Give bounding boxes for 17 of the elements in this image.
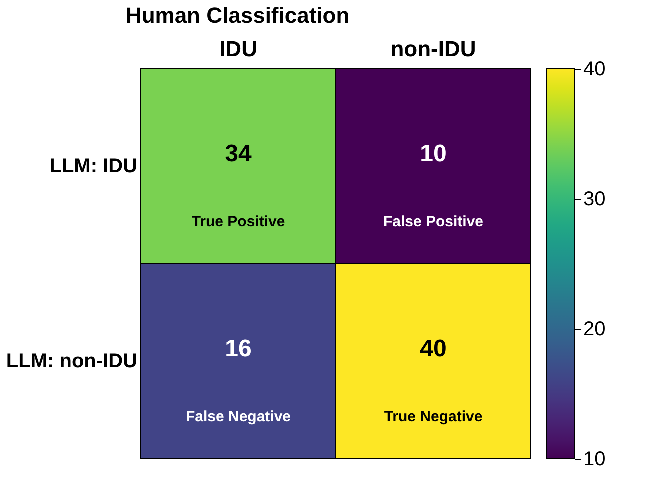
annotation: False Negative bbox=[186, 408, 292, 426]
annotation: True Positive bbox=[192, 214, 286, 230]
annotation: False Positive bbox=[383, 214, 484, 230]
color-bar-label: 40 bbox=[584, 58, 606, 80]
data-label: 34 bbox=[225, 140, 252, 168]
annotation: True Negative bbox=[384, 408, 483, 426]
data-label: 16 bbox=[225, 336, 252, 362]
y-tick-label: LLM: IDU bbox=[50, 156, 138, 178]
data-label: 40 bbox=[420, 336, 447, 362]
color-bar-label: 10 bbox=[584, 448, 606, 470]
color-bar-label: 20 bbox=[584, 318, 606, 340]
x-tick-label: non-IDU bbox=[390, 36, 476, 62]
y-tick-label: LLM: non-IDU bbox=[6, 350, 138, 372]
data-label: 10 bbox=[420, 140, 447, 168]
chart-title: Human Classification bbox=[126, 3, 350, 28]
x-tick-label: IDU bbox=[220, 36, 258, 62]
color-bar-label: 30 bbox=[584, 188, 606, 210]
